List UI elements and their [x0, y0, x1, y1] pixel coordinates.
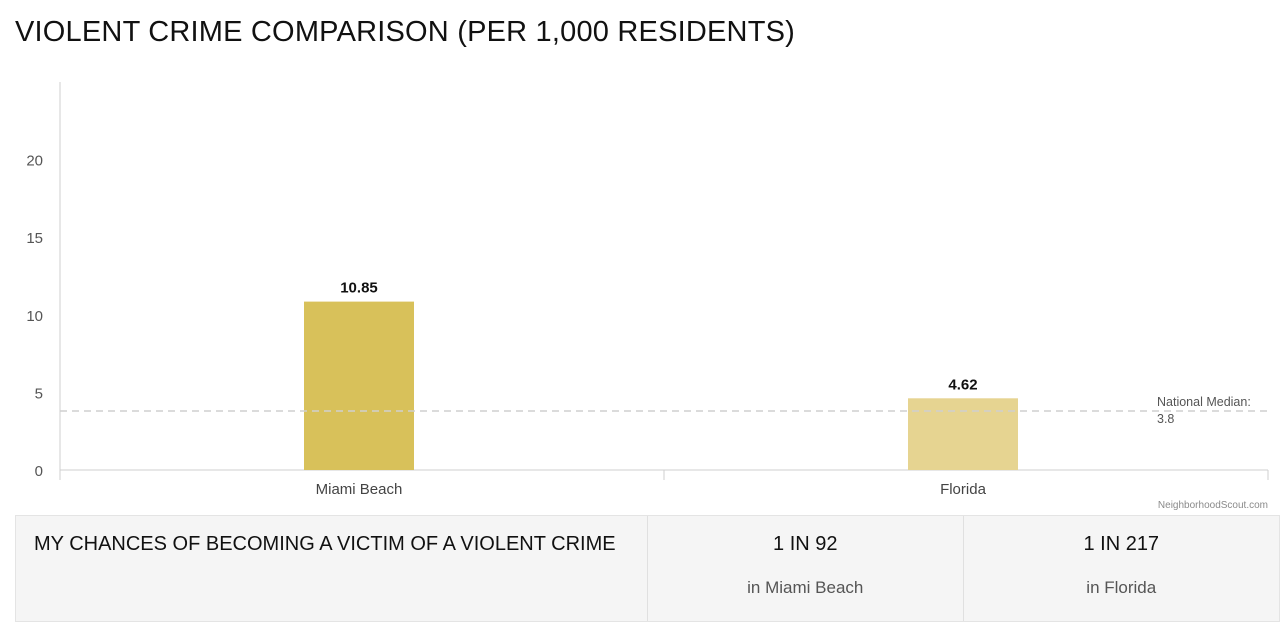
bar-florida — [908, 398, 1018, 470]
y-tick-label: 15 — [26, 230, 43, 247]
victim-chances-table: MY CHANCES OF BECOMING A VICTIM OF A VIO… — [15, 515, 1280, 622]
y-tick-label: 20 — [26, 153, 43, 170]
x-category-label: Miami Beach — [316, 481, 403, 498]
chances-odds-miami-beach: 1 IN 92 — [773, 533, 838, 555]
chances-label: MY CHANCES OF BECOMING A VICTIM OF A VIO… — [34, 533, 616, 555]
y-axis: 0 5 10 15 20 — [26, 82, 61, 480]
y-tick-label: 5 — [35, 385, 43, 402]
y-tick-label: 0 — [35, 463, 43, 480]
chances-place-florida: in Florida — [1086, 578, 1157, 597]
chances-miami-beach: 1 IN 92 in Miami Beach — [648, 516, 964, 621]
national-median-label: National Median: — [1157, 395, 1251, 409]
chances-odds-florida: 1 IN 217 — [1083, 533, 1160, 555]
x-axis: Miami Beach Florida — [59, 469, 1269, 498]
national-median-reference: National Median: 3.8 — [60, 395, 1268, 426]
national-median-value: 3.8 — [1157, 412, 1174, 426]
violent-crime-bar-chart: 0 5 10 15 20 Miami Beach Florida 10.85 4.62 Na… — [26, 82, 1269, 498]
bar-value-label: 10.85 — [340, 280, 378, 297]
chances-place-miami-beach: in Miami Beach — [747, 578, 864, 597]
x-category-label: Florida — [940, 481, 987, 498]
y-tick-label: 10 — [26, 308, 43, 325]
chances-label-cell: MY CHANCES OF BECOMING A VICTIM OF A VIO… — [16, 516, 649, 621]
source-watermark[interactable]: NeighborhoodScout.com — [1157, 500, 1268, 511]
chances-florida: 1 IN 217 in Florida — [964, 516, 1279, 621]
page-title: VIOLENT CRIME COMPARISON (PER 1,000 RESI… — [15, 16, 796, 48]
bars: 10.85 4.62 — [304, 280, 1018, 470]
bar-miami-beach — [304, 301, 414, 470]
bar-value-label: 4.62 — [948, 376, 977, 393]
